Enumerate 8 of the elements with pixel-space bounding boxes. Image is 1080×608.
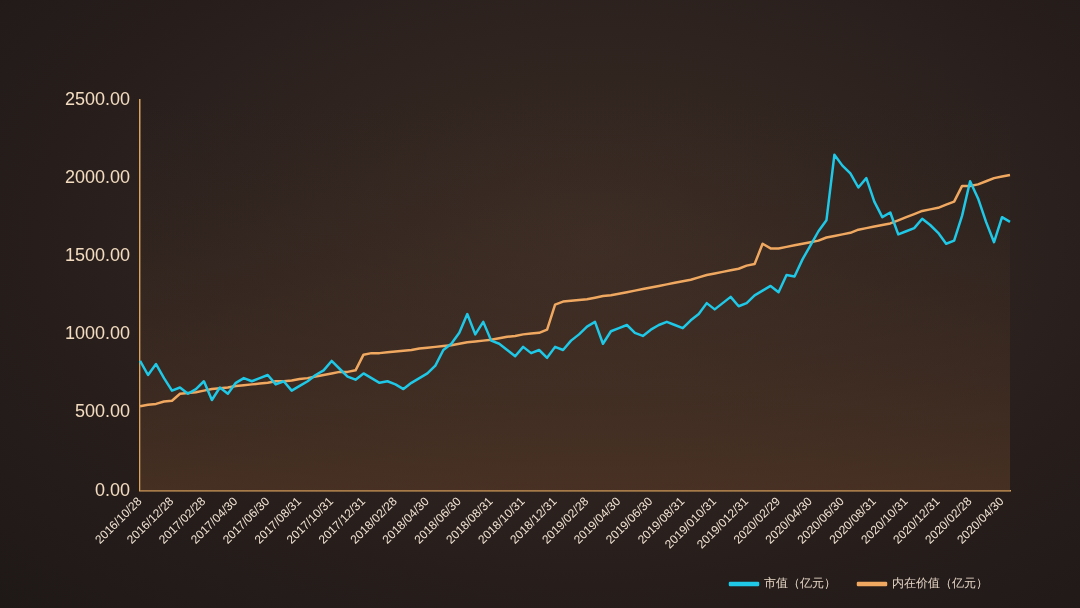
legend-label: 市值（亿元） bbox=[764, 576, 836, 591]
legend-label: 内在价值（亿元） bbox=[892, 576, 988, 591]
y-tick-label: 2500.00 bbox=[64, 88, 131, 109]
y-tick-label: 500.00 bbox=[75, 401, 131, 422]
y-tick-label: 1500.00 bbox=[64, 245, 131, 266]
y-tick-label: 0.00 bbox=[95, 479, 131, 500]
y-tick-label: 2000.00 bbox=[64, 167, 131, 188]
y-tick-label: 1000.00 bbox=[64, 323, 131, 344]
